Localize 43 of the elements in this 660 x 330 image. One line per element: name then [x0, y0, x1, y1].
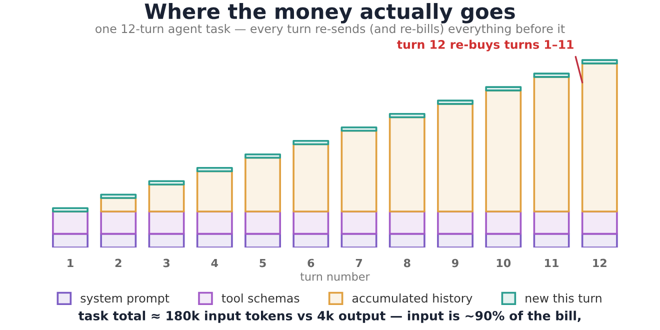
x-tick-label: 11	[545, 258, 558, 268]
bar	[485, 90, 522, 212]
text: task total ≈ 180k input tokens vs 4k output — input is ~90% of the bill,	[78, 310, 580, 323]
bar	[196, 166, 233, 172]
legend-label: accumulated history	[352, 293, 472, 305]
x-tick-label: 4	[211, 258, 218, 268]
legend-label: new this turn	[526, 293, 602, 303]
x-tick-label: 2	[115, 258, 122, 268]
x-tick-label: 8	[404, 258, 410, 268]
x-tick-label: 1	[68, 258, 74, 268]
bar	[533, 76, 570, 212]
x-tick-label: 9	[452, 258, 458, 268]
bar	[292, 143, 330, 212]
bar	[148, 184, 185, 212]
bar	[485, 86, 522, 92]
bar	[148, 180, 185, 186]
x-axis-title: turn number	[300, 272, 370, 281]
bar	[437, 103, 474, 212]
bar	[244, 156, 281, 212]
bar	[100, 194, 137, 199]
bar	[388, 112, 426, 118]
bar	[244, 153, 281, 159]
x-tick-label: 6	[308, 258, 314, 268]
legend-label: system prompt	[80, 294, 170, 305]
bar	[388, 116, 426, 212]
chart-title: Where the money actually goes	[144, 3, 515, 24]
x-tick-label: 12	[593, 258, 606, 268]
chart-subtitle: one 12-turn agent task — every turn re-sends (and re-bills) everything before it	[96, 24, 565, 36]
bar	[581, 59, 618, 64]
bar	[340, 126, 378, 132]
bar	[52, 207, 88, 212]
text: turn 12 re-buys turns 1–11	[397, 40, 574, 52]
x-tick-label: 10	[496, 258, 511, 268]
bar	[437, 100, 474, 105]
bar	[533, 72, 570, 78]
bar	[581, 62, 618, 212]
x-tick-label: 7	[356, 258, 362, 268]
x-tick-label: 5	[260, 258, 266, 268]
x-tick-label: 3	[163, 258, 170, 268]
bar	[196, 170, 233, 212]
bar	[340, 130, 378, 212]
bar	[292, 140, 330, 146]
legend-label: tool schemas	[222, 293, 300, 303]
